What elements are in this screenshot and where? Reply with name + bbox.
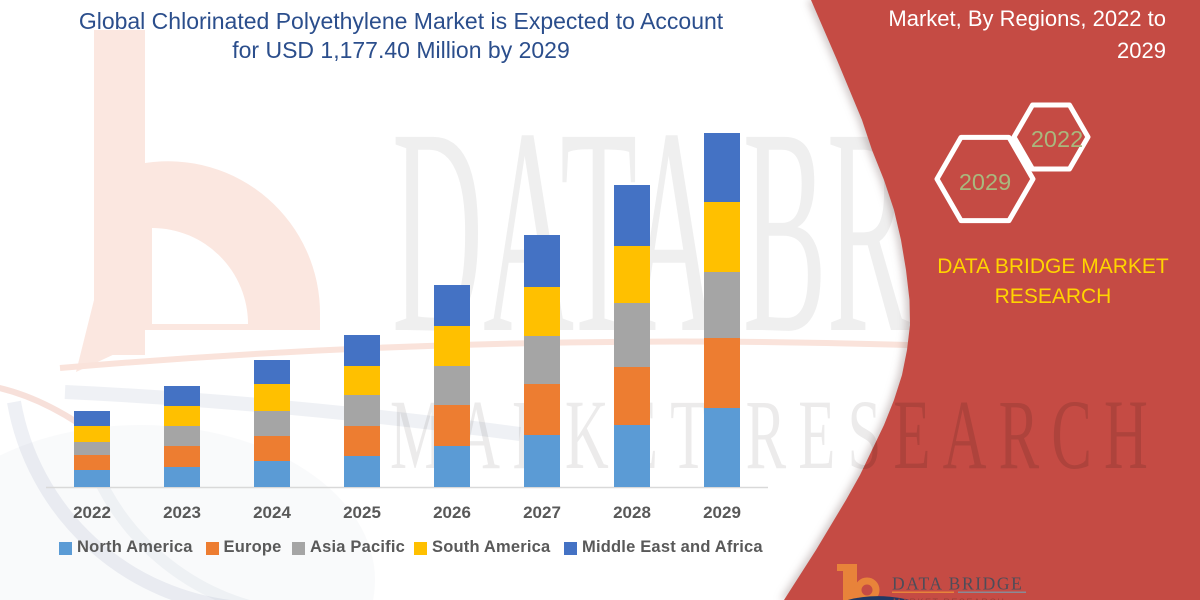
svg-text:MARKET RESEARCH: MARKET RESEARCH xyxy=(893,597,1005,600)
svg-text:DATA BRIDGE: DATA BRIDGE xyxy=(892,574,1023,594)
svg-text:2029: 2029 xyxy=(959,169,1011,195)
svg-text:2022: 2022 xyxy=(1031,126,1083,152)
